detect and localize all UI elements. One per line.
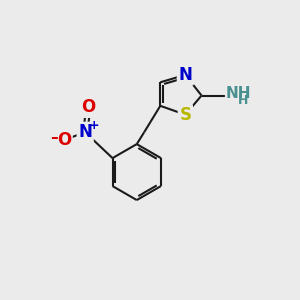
Text: +: + [88,119,99,132]
Text: NH: NH [226,86,251,101]
Text: O: O [57,131,71,149]
Text: O: O [81,98,95,116]
Text: –: – [50,130,58,145]
Text: H: H [238,94,248,107]
Text: N: N [178,66,192,84]
Text: N: N [78,123,92,141]
Text: S: S [179,106,191,124]
